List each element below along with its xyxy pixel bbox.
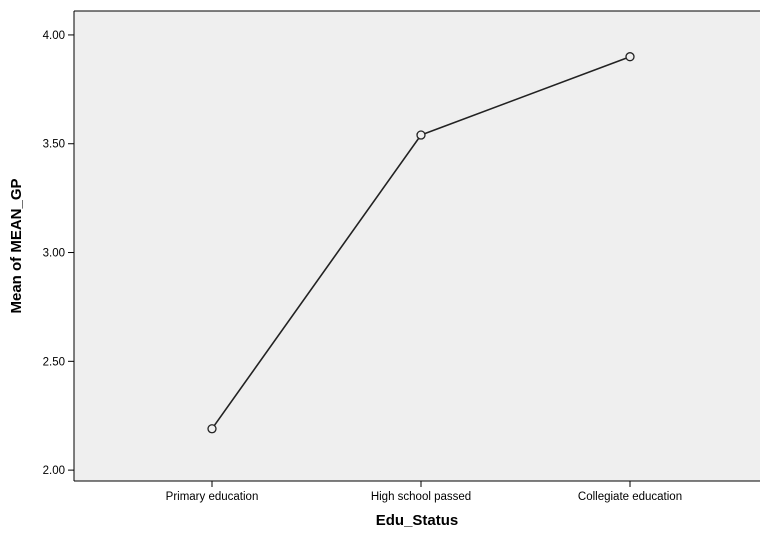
x-tick-label: Primary education bbox=[166, 491, 259, 503]
y-tick-label: 2.00 bbox=[43, 465, 65, 477]
y-axis-title: Mean of MEAN_GP bbox=[8, 178, 25, 313]
x-tick-label: High school passed bbox=[371, 491, 471, 503]
data-point bbox=[416, 130, 426, 140]
plot-area bbox=[74, 11, 760, 481]
data-point bbox=[207, 424, 217, 434]
y-tick-label: 2.50 bbox=[43, 356, 65, 368]
y-tick-label: 4.00 bbox=[43, 30, 65, 42]
ticks: 2.00 2.50 3.00 3.50 4.00 Primary education Hig… bbox=[43, 30, 683, 503]
series-layer bbox=[207, 52, 635, 434]
x-tick-label: Collegiate education bbox=[578, 491, 682, 503]
y-tick-label: 3.50 bbox=[43, 139, 65, 151]
x-axis-title: Edu_Status bbox=[376, 512, 459, 529]
data-point bbox=[625, 52, 635, 62]
y-tick-label: 3.00 bbox=[43, 248, 65, 260]
